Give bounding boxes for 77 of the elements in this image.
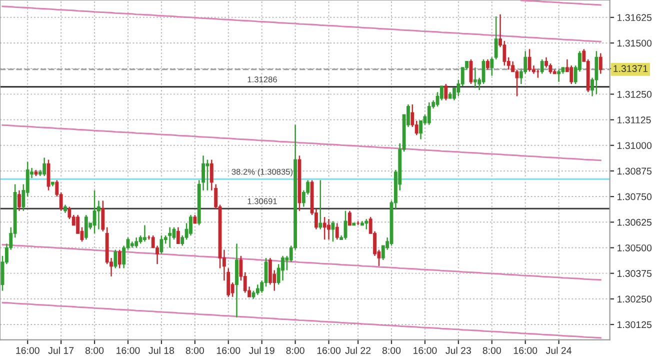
candlestick bbox=[268, 257, 272, 286]
candlestick bbox=[206, 159, 210, 192]
x-tick-label: 16:00 bbox=[116, 347, 140, 354]
x-tick-label: 8:00 bbox=[286, 347, 304, 354]
y-tick-label: 1.30125 bbox=[618, 321, 652, 328]
candlestick bbox=[348, 210, 352, 226]
ref-line-label: 38.2% (1.30835) bbox=[232, 168, 293, 176]
x-tick-label: Jul 22 bbox=[345, 346, 371, 354]
x-tick-label: Jul 17 bbox=[48, 346, 74, 354]
candlestick bbox=[118, 249, 122, 269]
candlestick bbox=[160, 234, 164, 254]
candlestick bbox=[452, 87, 456, 101]
candlestick bbox=[84, 214, 88, 240]
y-tick-label: 1.30625 bbox=[618, 218, 652, 226]
candlestick bbox=[515, 68, 519, 97]
candlestick bbox=[598, 52, 602, 74]
candlestick bbox=[440, 85, 444, 101]
candlestick bbox=[557, 68, 561, 83]
y-tick-label: 1.31000 bbox=[618, 142, 652, 149]
candlestick bbox=[344, 210, 348, 240]
x-tick-label: 16:00 bbox=[16, 347, 40, 354]
ref-line-label: 1.30691 bbox=[248, 198, 277, 204]
y-tick-label: 1.31250 bbox=[618, 90, 652, 98]
y-tick-label: 1.31500 bbox=[618, 40, 652, 47]
x-tick-label: Jul 23 bbox=[446, 346, 471, 354]
x-tick-label: 8:00 bbox=[482, 347, 501, 354]
y-tick-label: 1.30875 bbox=[618, 168, 652, 175]
candlestick bbox=[281, 255, 284, 282]
candlestick bbox=[594, 50, 598, 95]
y-tick-label: 1.31625 bbox=[618, 14, 652, 22]
candlestick bbox=[134, 236, 138, 248]
line-series bbox=[2, 6, 602, 42]
candlestick bbox=[322, 216, 326, 240]
candlestick bbox=[419, 120, 422, 140]
y-tick-label: 1.30750 bbox=[618, 193, 652, 200]
candlestick bbox=[335, 222, 339, 240]
x-tick-label: 16:00 bbox=[317, 347, 341, 354]
x-tick-label: 8:00 bbox=[186, 347, 204, 354]
ref-line-label: 1.31286 bbox=[248, 76, 277, 82]
candlestick bbox=[540, 58, 544, 74]
candlestick bbox=[327, 218, 330, 240]
line-series bbox=[2, 124, 602, 162]
x-tick-label: 16:00 bbox=[414, 347, 437, 354]
line-series bbox=[2, 302, 602, 339]
candlestick bbox=[494, 16, 498, 60]
candlestick bbox=[101, 200, 105, 232]
candlestick bbox=[473, 66, 477, 89]
y-tick-label: 1.30250 bbox=[618, 296, 652, 303]
candlestick bbox=[168, 226, 172, 248]
candlestick bbox=[143, 224, 146, 242]
candlestick bbox=[18, 190, 21, 212]
candlestick bbox=[364, 218, 368, 230]
candlestick bbox=[256, 284, 260, 296]
x-tick-label: Jul 18 bbox=[148, 346, 174, 354]
candlestick bbox=[427, 102, 431, 126]
y-tick-label: 1.31125 bbox=[618, 116, 651, 124]
y-tick-label: 1.30375 bbox=[618, 270, 652, 277]
candlestick bbox=[176, 226, 180, 244]
candlestick bbox=[570, 64, 574, 85]
candlestick bbox=[114, 249, 118, 269]
x-tick-label: Jul 19 bbox=[249, 346, 274, 354]
candlestick bbox=[544, 56, 548, 68]
candlestick bbox=[96, 200, 100, 230]
x-tick-label: 8:00 bbox=[382, 347, 401, 354]
candlestick bbox=[444, 83, 448, 101]
candlestick bbox=[318, 180, 322, 230]
x-tick-label: Jul 24 bbox=[546, 346, 572, 354]
candlestick bbox=[486, 58, 490, 70]
x-tick-label: 16:00 bbox=[216, 347, 240, 354]
candlestick bbox=[331, 220, 335, 242]
candlestick bbox=[189, 214, 192, 236]
x-tick-label: 16:00 bbox=[514, 347, 538, 354]
x-tick-label: 8:00 bbox=[85, 347, 104, 354]
ref-line-label: 1.31371 bbox=[614, 65, 648, 72]
candlestick bbox=[490, 56, 494, 76]
candlestick bbox=[42, 157, 46, 177]
y-tick-label: 1.30500 bbox=[618, 244, 652, 252]
